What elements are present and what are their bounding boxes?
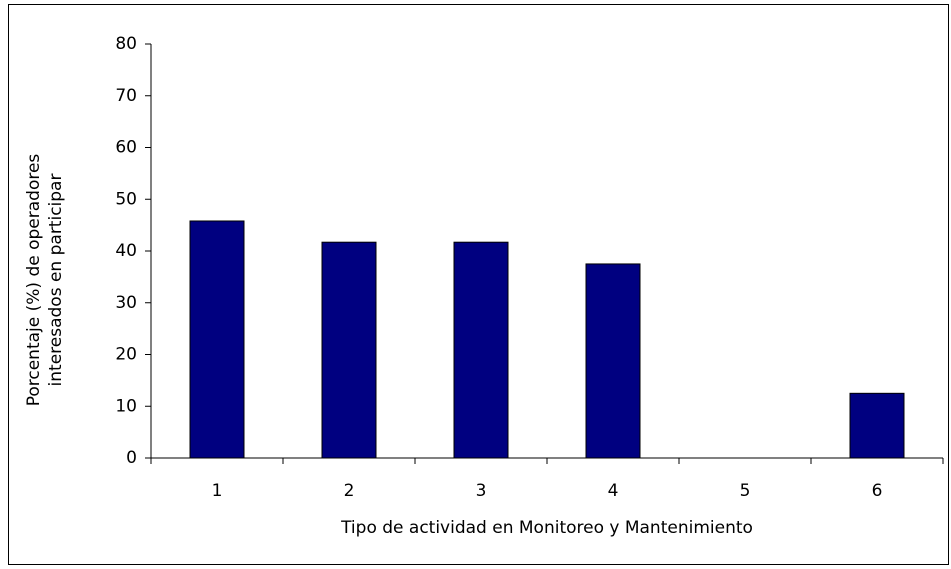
y-tick-label: 20 [115,345,137,365]
y-tick-label: 70 [115,86,137,106]
y-tick-label: 0 [126,448,137,468]
y-axis-title: Porcentaje (%) de operadores interesados… [24,154,66,407]
y-axis-title-line: Porcentaje (%) de operadores [24,154,44,407]
x-tick-label: 1 [212,481,223,501]
y-tick-label: 50 [115,189,137,209]
bar [849,392,905,459]
x-tick-label: 5 [740,481,751,501]
x-tick-label: 4 [608,481,619,501]
x-tick-label: 6 [872,481,883,501]
y-axis-title-line: interesados en participar [46,174,66,387]
bar [453,241,509,459]
x-tick-label: 2 [344,481,355,501]
x-tick-label: 3 [476,481,487,501]
y-tick-label: 10 [115,396,137,416]
bar [585,263,641,459]
x-axis-title: Tipo de actividad en Monitoreo y Manteni… [340,518,753,538]
y-tick-label: 30 [115,293,137,313]
bar [189,220,245,459]
y-tick-label: 40 [115,241,137,261]
bar [321,241,377,459]
y-tick-label: 80 [115,34,137,54]
y-tick-label: 60 [115,138,137,158]
